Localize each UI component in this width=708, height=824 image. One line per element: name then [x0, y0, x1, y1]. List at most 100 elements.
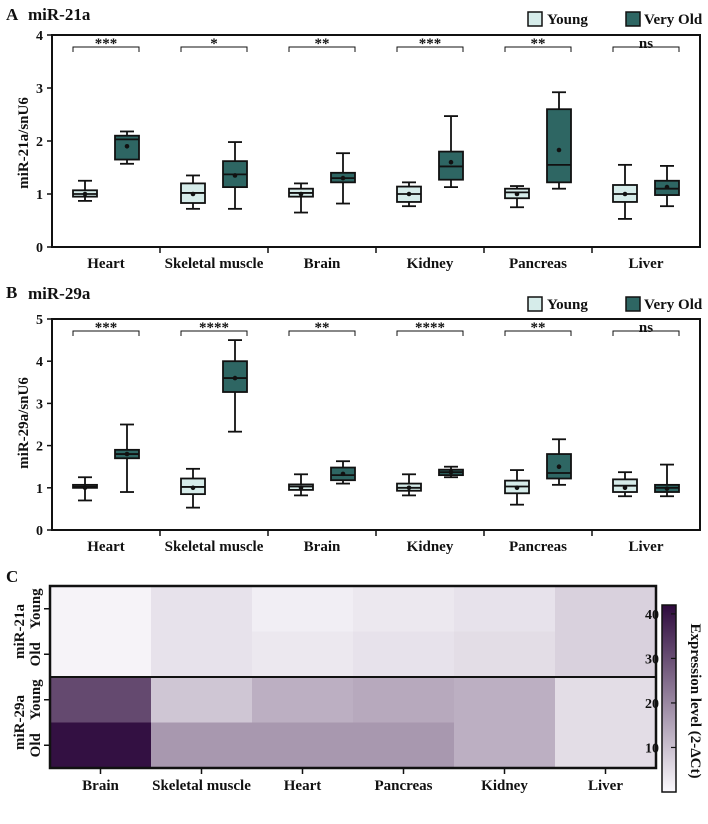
panel-0-box-brain-very-old-mean-dot: [340, 175, 346, 181]
heat-cell-mir-21a-young-kidney: [454, 586, 556, 632]
panel-0-box-pancreas-young: [504, 185, 530, 209]
panel-0-box-skeletal-muscle-young-mean-dot: [190, 191, 196, 197]
panel-0-sig-label-pancreas: **: [531, 36, 546, 52]
heat-cell-mir-21a-young-liver: [555, 586, 657, 632]
panel-0-ytick-label: 4: [36, 29, 43, 44]
panel-0-xlabel-kidney: Kidney: [407, 256, 454, 272]
legend-b-very-old-label: Very Old: [644, 297, 703, 313]
panel-0-sig-label-heart: ***: [95, 36, 118, 52]
panel-a-letter: A: [6, 5, 19, 24]
panel-1-box-brain-very-old-mean-dot: [340, 471, 346, 477]
panel-1-ytick-label: 0: [36, 524, 43, 539]
panel-1-box-heart-very-old: [114, 423, 140, 493]
panel-1-sig-bracket-heart: [72, 330, 140, 336]
colorbar: [661, 604, 677, 793]
heat-col-label-brain: Brain: [82, 778, 119, 794]
panel-0-sig-bracket-pancreas: [504, 46, 572, 52]
panel-1-sig-label-heart: ***: [95, 320, 118, 336]
panel-0-box-liver-very-old: [654, 165, 680, 208]
heat-row-label-mir-29a-young: Young: [28, 679, 44, 720]
colorbar-tick-label: 40: [645, 608, 659, 623]
heat-col-label-kidney: Kidney: [481, 778, 528, 794]
panel-0-box-skeletal-muscle-young: [180, 174, 206, 210]
panel-0-box-heart-very-old: [114, 130, 140, 165]
panel-1-box-liver-young: [612, 471, 638, 498]
panel-1-ytick-label: 4: [36, 355, 43, 370]
panel-1-box-kidney-young-mean-dot: [406, 485, 412, 491]
heat-cell-mir-29a-young-heart: [252, 677, 354, 723]
legend-a-very-old-label: Very Old: [644, 12, 703, 28]
panel-0-xlabel-heart: Heart: [87, 256, 124, 272]
panel-0-sig-bracket-brain: [288, 46, 356, 52]
panel-1-box-pancreas-young: [504, 469, 530, 506]
heat-row-label-mir-21a-old: Old: [28, 642, 44, 667]
heat-cell-mir-21a-old-pancreas: [353, 631, 455, 678]
heat-group-label-mir-21a: miR-21a: [12, 604, 28, 659]
colorbar-tick-label: 30: [645, 652, 659, 667]
legend-b-young-label: Young: [547, 297, 588, 313]
panel-1-sig-bracket-kidney: [396, 330, 464, 336]
colorbar-tick-label: 10: [645, 741, 659, 756]
legend-a-young-swatch: [527, 11, 543, 27]
panel-0-box-kidney-very-old-mean-dot: [448, 159, 454, 165]
panel-1-box-brain-very-old: [330, 460, 356, 485]
panel-1-box-skeletal-muscle-very-old-mean-dot: [232, 375, 238, 381]
panel-1-box-liver-very-old-mean-dot: [664, 486, 670, 491]
panel-0-xlabel-pancreas: Pancreas: [509, 256, 567, 272]
panel-0-box-skeletal-muscle-very-old: [222, 141, 248, 210]
heat-row-label-mir-29a-old: Old: [28, 733, 44, 758]
panel-0-ytick-label: 3: [36, 82, 43, 97]
heat-cell-mir-29a-young-pancreas: [353, 677, 455, 723]
panel-1-box-kidney-very-old-mean-dot: [448, 469, 454, 475]
legend-b: Young Very Old: [527, 296, 703, 313]
panel-a-y-axis-title: miR-21a/snU6: [16, 97, 32, 189]
panel-0-sig-bracket-heart: [72, 46, 140, 52]
panel-b-letter: B: [6, 283, 17, 302]
panel-1-box-heart-young: [72, 476, 98, 502]
panel-1-box-kidney-young: [396, 473, 422, 497]
panel-0-box-brain-young-mean-dot: [298, 191, 304, 197]
heat-cell-mir-29a-young-kidney: [454, 677, 556, 723]
panel-1-box-liver-very-old: [654, 463, 680, 498]
colorbar-tick-label: 20: [645, 697, 659, 712]
panel-0-box-skeletal-muscle-very-old-mean-dot: [232, 173, 238, 178]
panel-0-frame: [51, 34, 701, 248]
panel-0-ytick-label: 0: [36, 241, 43, 256]
heat-cell-mir-29a-old-heart: [252, 722, 354, 769]
panel-0-box-liver-young-mean-dot: [622, 191, 628, 197]
panel-0-sig-label-skeletal-muscle: *: [210, 36, 218, 52]
panel-1-sig-bracket-brain: [288, 330, 356, 336]
panel-0-box-pancreas-very-old-iqr: [546, 108, 572, 184]
panel-b-y-axis-title: miR-29a/snU6: [16, 377, 32, 469]
panel-1-box-skeletal-muscle-very-old: [222, 339, 248, 433]
heat-cell-mir-21a-old-liver: [555, 631, 657, 678]
panel-0-box-heart-young-mean-dot: [82, 191, 88, 197]
panel-1-sig-bracket-skeletal-muscle: [180, 330, 248, 336]
panel-1-sig-label-liver: ns: [639, 320, 653, 336]
panel-0-sig-bracket-kidney: [396, 46, 464, 52]
heat-cell-mir-29a-young-skeletal-muscle: [151, 677, 253, 723]
heat-cell-mir-21a-old-kidney: [454, 631, 556, 678]
panel-1-sig-bracket-pancreas: [504, 330, 572, 336]
heat-cell-mir-21a-old-brain: [50, 631, 152, 678]
heat-cell-mir-29a-young-brain: [50, 677, 152, 723]
heat-cell-mir-21a-old-heart: [252, 631, 354, 678]
panel-0-box-pancreas-very-old: [546, 91, 572, 190]
heat-cell-mir-29a-old-brain: [50, 722, 152, 769]
legend-b-young-swatch: [527, 296, 543, 312]
colorbar-label: Expression level (2-ΔCt): [687, 624, 703, 779]
panel-1-sig-bracket-liver: [612, 330, 680, 336]
heat-cell-mir-21a-young-heart: [252, 586, 354, 632]
panel-0-sig-label-kidney: ***: [419, 36, 442, 52]
panel-1-sig-label-brain: **: [315, 320, 330, 336]
panel-1-box-skeletal-muscle-young: [180, 467, 206, 509]
panel-1-xlabel-kidney: Kidney: [407, 539, 454, 555]
panel-1-box-liver-young-mean-dot: [622, 485, 628, 491]
legend-b-very-old-swatch: [625, 296, 641, 312]
panel-0-box-pancreas-young-mean-dot: [514, 191, 520, 197]
panel-1-box-pancreas-young-mean-dot: [514, 485, 520, 491]
panel-1-ytick-label: 1: [36, 482, 43, 497]
